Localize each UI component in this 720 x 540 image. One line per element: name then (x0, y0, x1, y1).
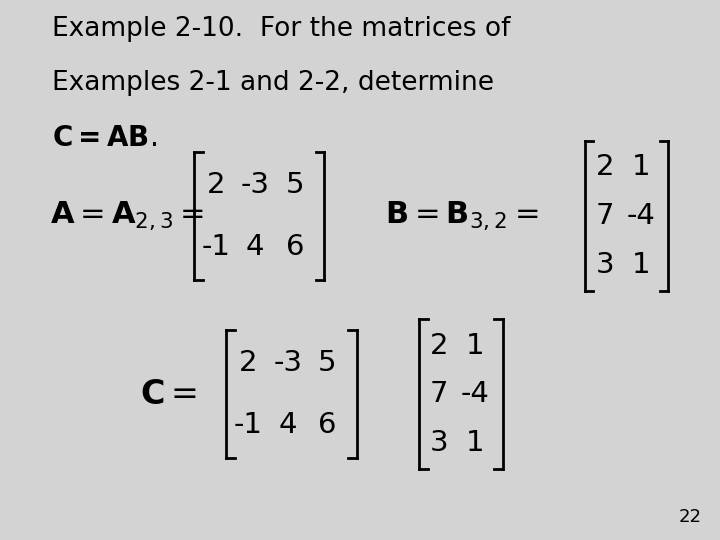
Text: 1: 1 (466, 332, 485, 360)
Text: $\mathbf{A} = \mathbf{A}_{2,3} =$: $\mathbf{A} = \mathbf{A}_{2,3} =$ (50, 200, 204, 232)
Text: 22: 22 (679, 509, 702, 526)
Text: -4: -4 (626, 202, 655, 230)
Text: 6: 6 (318, 411, 336, 439)
Text: -3: -3 (240, 171, 270, 199)
Text: 5: 5 (286, 171, 304, 199)
Text: 6: 6 (286, 233, 304, 261)
Text: 7: 7 (430, 380, 449, 408)
Text: 7: 7 (595, 202, 614, 230)
Text: 1: 1 (631, 153, 650, 181)
Text: 1: 1 (631, 251, 650, 279)
Text: -1: -1 (201, 233, 230, 261)
Text: $\mathbf{C} =$: $\mathbf{C} =$ (140, 377, 198, 411)
Text: 1: 1 (466, 429, 485, 457)
Text: 3: 3 (595, 251, 614, 279)
Text: 4: 4 (246, 233, 264, 261)
Text: 2: 2 (430, 332, 449, 360)
Text: -1: -1 (233, 411, 263, 439)
Text: $\mathbf{B} = \mathbf{B}_{3,2} =$: $\mathbf{B} = \mathbf{B}_{3,2} =$ (385, 200, 539, 232)
Text: Example 2-10.  For the matrices of: Example 2-10. For the matrices of (52, 16, 510, 42)
Text: 2: 2 (207, 171, 225, 199)
Text: -3: -3 (273, 349, 302, 377)
Text: 4: 4 (279, 411, 297, 439)
Text: 5: 5 (318, 349, 336, 377)
Text: Examples 2-1 and 2-2, determine: Examples 2-1 and 2-2, determine (52, 70, 494, 96)
Text: 2: 2 (595, 153, 614, 181)
Text: -4: -4 (461, 380, 490, 408)
Text: 2: 2 (239, 349, 257, 377)
Text: 3: 3 (430, 429, 449, 457)
Text: $\mathbf{C{=}AB}$.: $\mathbf{C{=}AB}$. (52, 124, 157, 152)
